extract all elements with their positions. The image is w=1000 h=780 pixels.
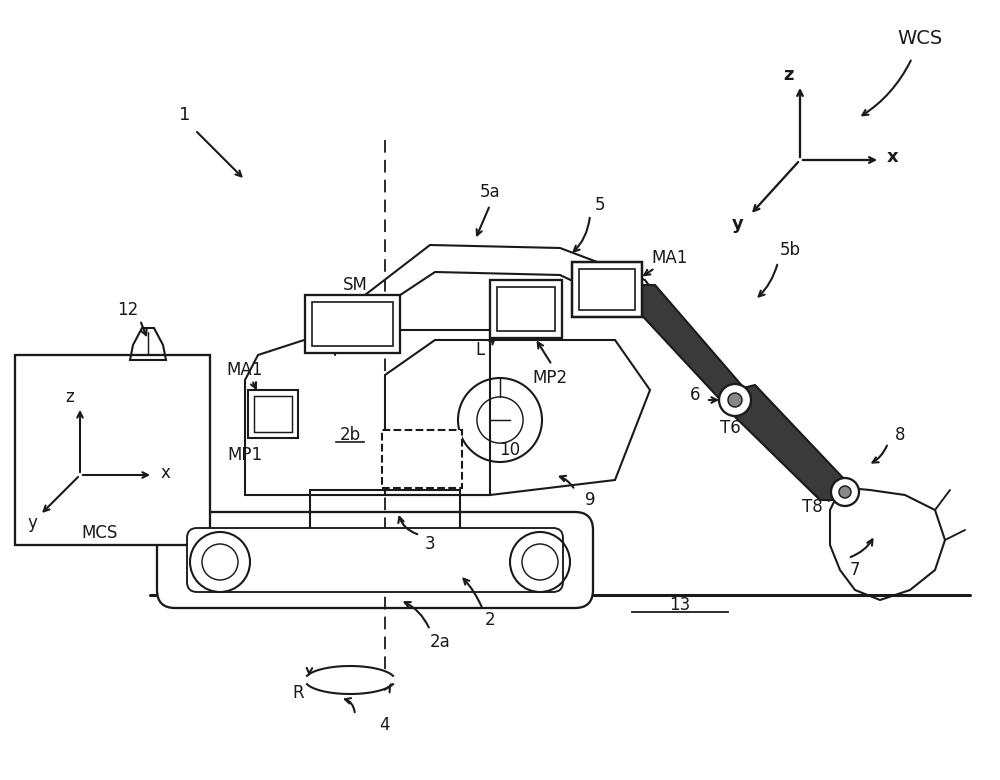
Text: MCS: MCS xyxy=(82,524,118,542)
Text: 9: 9 xyxy=(585,491,595,509)
FancyBboxPatch shape xyxy=(157,512,593,608)
Text: T6: T6 xyxy=(720,419,740,437)
Text: R: R xyxy=(292,684,304,702)
Text: 12: 12 xyxy=(117,301,139,319)
Text: 5: 5 xyxy=(595,196,605,214)
Text: 5b: 5b xyxy=(780,241,800,259)
Text: 13: 13 xyxy=(669,596,691,614)
Circle shape xyxy=(728,393,742,407)
Text: MP1: MP1 xyxy=(227,446,263,464)
Bar xyxy=(497,287,555,331)
Bar xyxy=(254,396,292,432)
Text: 7: 7 xyxy=(850,561,860,579)
Text: 1: 1 xyxy=(179,106,191,124)
Text: z: z xyxy=(66,388,74,406)
Text: 6: 6 xyxy=(690,386,700,404)
Text: 4: 4 xyxy=(380,716,390,734)
Text: z: z xyxy=(783,66,793,84)
Text: x: x xyxy=(887,148,899,166)
Text: SM: SM xyxy=(343,276,367,294)
Circle shape xyxy=(719,384,751,416)
Text: 5a: 5a xyxy=(480,183,500,201)
Text: MP2: MP2 xyxy=(532,369,568,387)
Bar xyxy=(382,430,462,488)
Circle shape xyxy=(839,486,851,498)
Text: T8: T8 xyxy=(802,498,822,516)
Text: 2b: 2b xyxy=(339,426,361,444)
Bar xyxy=(312,302,393,346)
Text: y: y xyxy=(27,514,37,532)
Bar xyxy=(15,355,210,545)
Bar xyxy=(579,269,635,310)
Text: 10: 10 xyxy=(499,441,521,459)
Text: 8: 8 xyxy=(895,426,905,444)
Text: L: L xyxy=(475,341,485,359)
Polygon shape xyxy=(635,285,750,415)
Text: 11: 11 xyxy=(409,449,431,467)
Bar xyxy=(572,262,642,317)
Text: 2: 2 xyxy=(485,611,495,629)
Bar xyxy=(248,390,298,438)
Polygon shape xyxy=(730,385,845,500)
FancyBboxPatch shape xyxy=(187,528,563,592)
Text: 2a: 2a xyxy=(430,633,450,651)
Text: WCS: WCS xyxy=(897,29,943,48)
Bar xyxy=(305,295,400,353)
Text: x: x xyxy=(160,464,170,482)
Text: y: y xyxy=(732,215,744,233)
Text: MA1: MA1 xyxy=(227,361,263,379)
Circle shape xyxy=(831,478,859,506)
Text: MA1: MA1 xyxy=(652,249,688,267)
Bar xyxy=(490,280,562,338)
Text: 3: 3 xyxy=(425,535,435,553)
